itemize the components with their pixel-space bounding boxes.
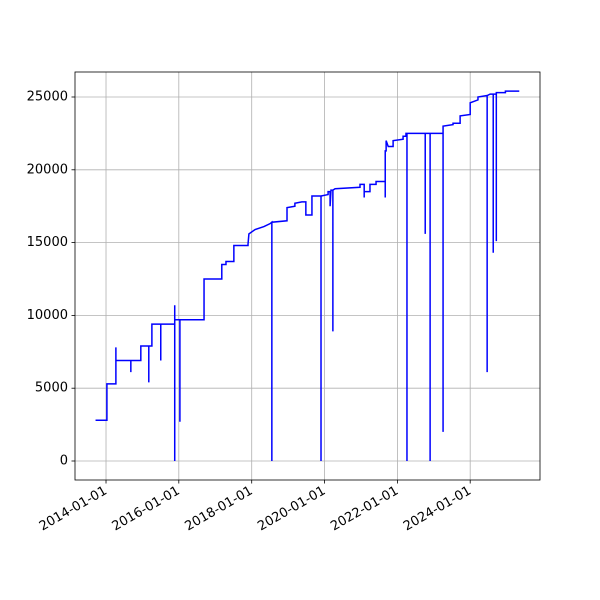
y-tick-label: 25000 xyxy=(27,89,68,104)
y-tick-label: 10000 xyxy=(27,308,68,323)
x-tick-label: 2024-01-01 xyxy=(401,484,474,535)
y-tick-label: 0 xyxy=(60,453,68,468)
x-tick-label: 2022-01-01 xyxy=(328,484,401,535)
x-tick-label: 2018-01-01 xyxy=(183,484,256,535)
data-line xyxy=(95,90,520,461)
x-tick-label: 2014-01-01 xyxy=(37,484,110,535)
plot-frame xyxy=(74,71,541,481)
y-tick-label: 15000 xyxy=(27,235,68,250)
x-tick-label: 2020-01-01 xyxy=(255,484,328,535)
y-tick-label: 20000 xyxy=(27,162,68,177)
x-tick-label: 2016-01-01 xyxy=(110,484,183,535)
y-tick-label: 5000 xyxy=(35,381,68,396)
